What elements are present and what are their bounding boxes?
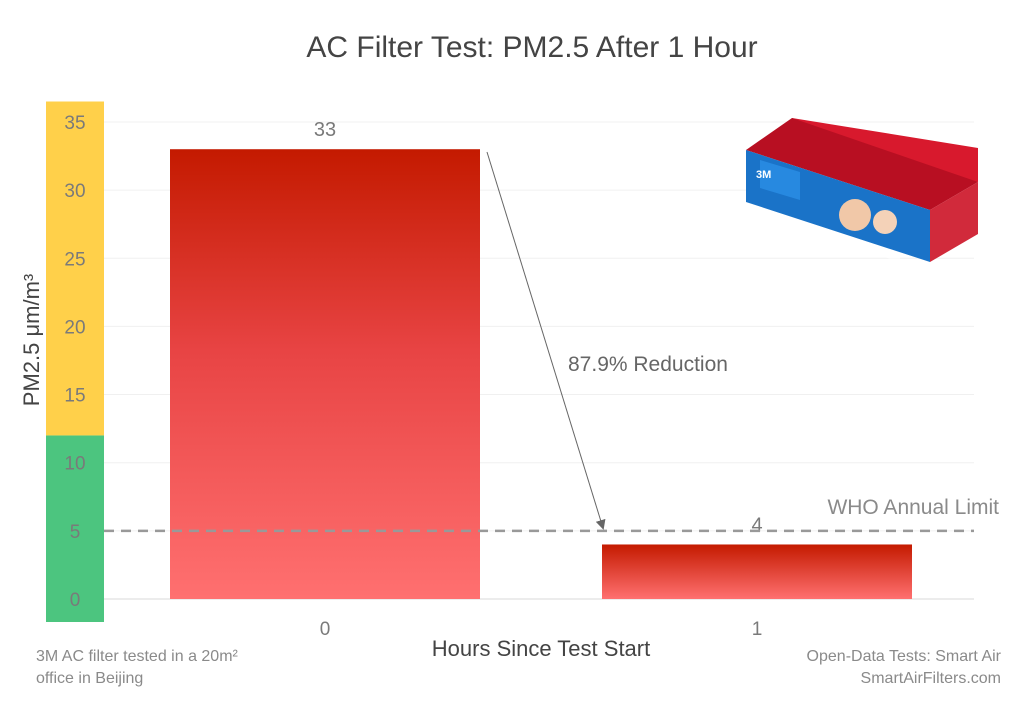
y-tick-label: 25: [64, 249, 85, 270]
y-tick-label: 5: [70, 522, 81, 543]
x-tick-label: 1: [752, 619, 763, 640]
y-axis-color-bands: [46, 101, 104, 622]
reduction-arrow: [486, 151, 606, 530]
y-band-1: [46, 101, 104, 436]
y-tick-label: 15: [64, 386, 85, 407]
x-tick-label: 0: [320, 619, 331, 640]
y-tick-label: 30: [64, 181, 85, 202]
data-label: 4: [751, 514, 762, 536]
note-right-line-2: SmartAirFilters.com: [861, 670, 1001, 687]
y-tick-label: 0: [70, 590, 81, 611]
y-tick-label: 10: [64, 454, 85, 475]
y-axis-label: PM2.5 μm/m³: [19, 274, 44, 406]
reduction-annotation: 87.9% Reduction: [568, 353, 728, 376]
who-limit-line: WHO Annual Limit: [104, 496, 999, 533]
note-right-line-1: Open-Data Tests: Smart Air: [807, 648, 1002, 665]
filter-product-box-icon: 3M: [746, 118, 978, 262]
data-labels: 33 4: [314, 119, 763, 536]
product-brand-text: 3M: [756, 169, 771, 181]
y-tick-label: 35: [64, 113, 85, 134]
bar: [602, 544, 912, 599]
note-left-line-2: office in Beijing: [36, 670, 143, 687]
y-tick-label: 20: [64, 317, 85, 338]
reference-line-label: WHO Annual Limit: [827, 496, 999, 519]
note-left-line-1: 3M AC filter tested in a 20m²: [36, 648, 239, 665]
data-label: 33: [314, 119, 336, 141]
bars: [170, 149, 912, 599]
chart-title: AC Filter Test: PM2.5 After 1 Hour: [306, 31, 757, 64]
bar: [170, 149, 480, 599]
x-axis-label: Hours Since Test Start: [432, 636, 650, 661]
y-band-0: [46, 435, 104, 622]
y-tick-labels: 0 5 10 15 20 25 30 35: [64, 113, 85, 611]
